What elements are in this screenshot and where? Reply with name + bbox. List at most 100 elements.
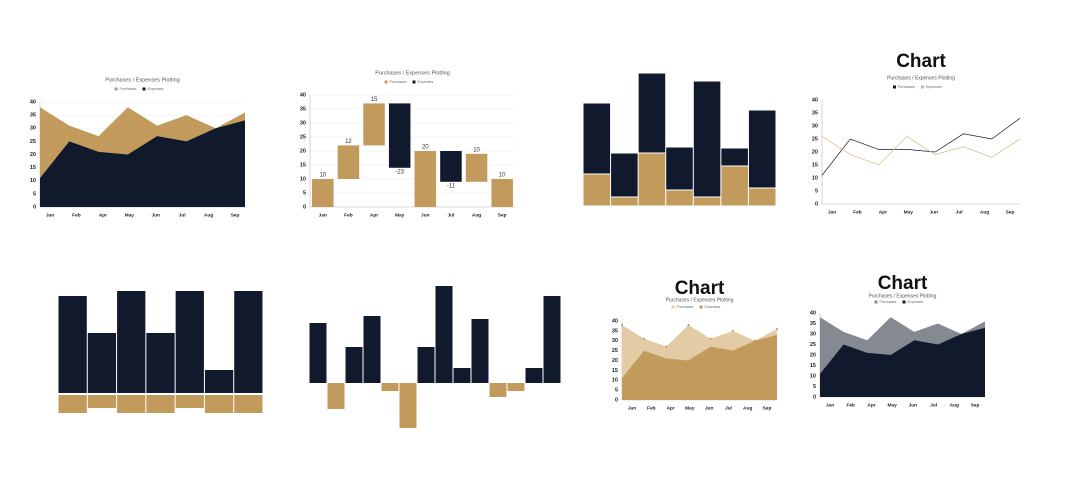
bar — [388, 103, 411, 168]
x-tick-label: May — [887, 402, 897, 408]
y-tick-label: 10 — [30, 178, 36, 184]
y-tick-label: 25 — [612, 348, 618, 354]
legend-swatch — [902, 300, 906, 304]
y-tick-label: 25 — [810, 342, 816, 348]
bar — [117, 395, 146, 413]
x-tick-label: Jul — [956, 209, 963, 215]
x-tick-label: Feb — [344, 212, 353, 218]
bar — [435, 286, 453, 383]
x-tick-label: Jun — [151, 212, 160, 218]
y-tick-label: 25 — [300, 134, 306, 140]
data-label: 20 — [422, 145, 429, 151]
chart-subtitle: Purchases / Expenses Plotting — [869, 293, 937, 299]
bar-segment — [721, 148, 748, 166]
legend-label: Purchases — [390, 80, 407, 84]
y-tick-label: 40 — [812, 97, 818, 103]
marker — [665, 345, 668, 348]
bar — [363, 103, 385, 146]
chart-title: Purchases / Expenses Plotting — [105, 77, 180, 83]
bar — [543, 296, 561, 383]
y-tick-label: 0 — [33, 204, 36, 210]
y-tick-label: 25 — [812, 136, 818, 142]
bar — [234, 395, 263, 413]
x-tick-label: May — [904, 209, 914, 215]
x-tick-label: Jun — [421, 212, 430, 218]
y-tick-label: 20 — [612, 358, 618, 364]
bar — [440, 151, 462, 182]
x-tick-label: Aug — [204, 212, 213, 218]
y-tick-label: 35 — [30, 113, 36, 119]
bar — [309, 323, 327, 383]
x-tick-label: Jul — [725, 405, 732, 411]
y-tick-label: 35 — [812, 110, 818, 116]
x-tick-label: Feb — [647, 405, 656, 411]
y-tick-label: 5 — [813, 384, 816, 390]
bar — [312, 179, 334, 207]
area — [622, 334, 777, 400]
y-tick-label: 30 — [300, 120, 306, 126]
y-tick-label: 0 — [813, 394, 816, 400]
x-tick-label: Sep — [1006, 209, 1015, 215]
x-tick-label: Sep — [971, 402, 980, 408]
bar — [414, 151, 437, 207]
y-tick-label: 15 — [812, 162, 818, 168]
y-tick-label: 35 — [810, 321, 816, 327]
legend-swatch — [671, 305, 675, 309]
y-tick-label: 35 — [612, 328, 618, 334]
legend-swatch — [384, 80, 388, 84]
line — [821, 117, 1021, 176]
x-tick-label: May — [125, 212, 135, 218]
bar-segment — [666, 147, 693, 190]
x-tick-label: Sep — [231, 212, 240, 218]
y-tick-label: 0 — [815, 201, 818, 207]
x-tick-label: Apr — [99, 212, 107, 218]
bar — [471, 319, 489, 383]
legend-label: Expenses — [148, 87, 164, 91]
bar — [491, 179, 513, 207]
bar — [381, 383, 399, 391]
legend-label: Purchases — [880, 300, 897, 304]
data-label: -11 — [447, 183, 456, 189]
bar — [234, 291, 263, 393]
chart-subtitle: Purchases / Expenses Plotting — [666, 297, 734, 303]
legend-label: Purchases — [120, 87, 137, 91]
x-tick-label: Aug — [472, 212, 481, 218]
bar-segment — [611, 153, 638, 197]
data-label: 15 — [371, 97, 378, 103]
y-tick-label: 20 — [30, 152, 36, 158]
data-label: 10 — [473, 147, 480, 153]
bar-segment — [583, 174, 611, 206]
legend-swatch — [893, 85, 896, 89]
legend-label: Purchases — [677, 305, 694, 309]
legend-swatch — [114, 87, 118, 91]
bar — [337, 145, 360, 179]
bar — [525, 368, 543, 383]
y-tick-label: 40 — [612, 318, 618, 324]
legend-swatch — [874, 300, 878, 304]
y-tick-label: 40 — [300, 92, 306, 98]
marker — [709, 337, 712, 340]
marker — [643, 337, 646, 340]
x-tick-label: Jun — [929, 209, 938, 215]
bar — [327, 383, 345, 409]
legend-swatch — [412, 80, 416, 84]
area — [40, 120, 245, 207]
legend-swatch — [921, 85, 924, 89]
y-tick-label: 15 — [300, 162, 306, 168]
bar-segment — [583, 103, 611, 174]
x-tick-label: May — [395, 212, 405, 218]
bar — [58, 395, 87, 413]
legend-label: Expenses — [418, 80, 434, 84]
y-tick-label: 5 — [615, 388, 618, 394]
x-tick-label: May — [685, 405, 695, 411]
y-tick-label: 10 — [810, 373, 816, 379]
y-tick-label: 25 — [30, 139, 36, 145]
bar — [87, 333, 117, 393]
legend-label: Expenses — [908, 300, 924, 304]
x-tick-label: Jan — [828, 209, 836, 215]
x-tick-label: Jun — [705, 405, 714, 411]
marker — [621, 324, 623, 326]
data-label: 10 — [319, 173, 326, 179]
chart-title: Purchases / Expenses Plotting — [375, 70, 450, 76]
